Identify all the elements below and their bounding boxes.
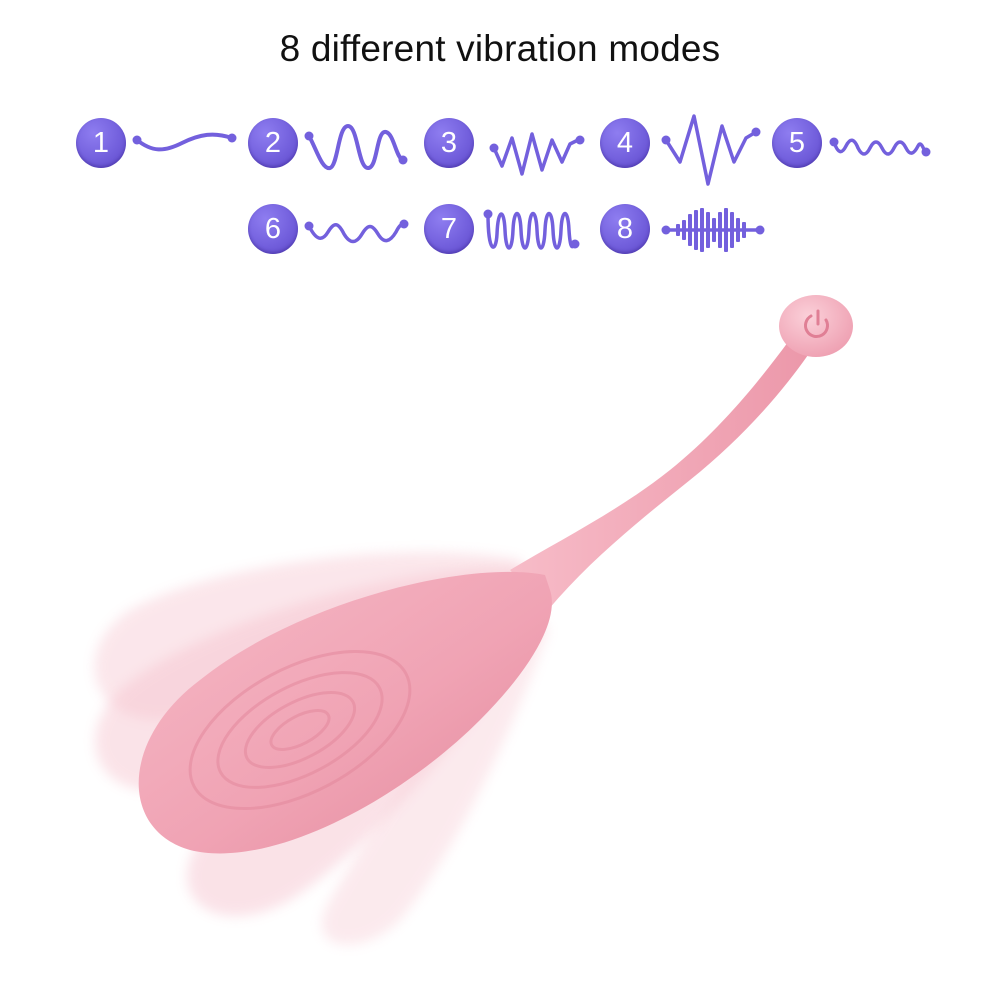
dense-coil-wave-icon	[483, 209, 580, 250]
mode-5: 5	[772, 118, 934, 174]
mode-3: 3	[424, 118, 586, 176]
device-stem	[510, 342, 808, 610]
mode-number-badge: 1	[76, 118, 126, 168]
mode-number-badge: 5	[772, 118, 822, 168]
mode-number-badge: 2	[248, 118, 298, 168]
gentle-wave-icon	[132, 132, 237, 152]
mode-2: 2	[248, 118, 410, 174]
medium-wave-icon	[304, 219, 409, 244]
large-wave-icon	[304, 123, 408, 171]
mode-number-badge: 4	[600, 118, 650, 168]
power-icon	[804, 309, 829, 338]
small-ripple-wave-icon	[829, 137, 931, 157]
mode-number-badge: 6	[248, 204, 298, 254]
device-body	[138, 571, 552, 854]
tall-zigzag-wave-icon	[661, 114, 761, 186]
ripple-texture	[188, 649, 412, 811]
headline: 8 different vibration modes	[279, 28, 721, 69]
mode-number-badge: 8	[600, 204, 650, 254]
zigzag-wave-icon	[489, 132, 585, 176]
mode-7: 7	[424, 204, 586, 260]
mode-number-badge: 3	[424, 118, 474, 168]
burst-wave-icon	[661, 208, 765, 252]
device-knob	[779, 295, 853, 357]
mode-number-badge: 7	[424, 204, 474, 254]
mode-4: 4	[600, 114, 764, 186]
mode-8: 8	[600, 204, 770, 260]
mode-6: 6	[248, 204, 410, 260]
mode-1: 1	[76, 118, 238, 174]
